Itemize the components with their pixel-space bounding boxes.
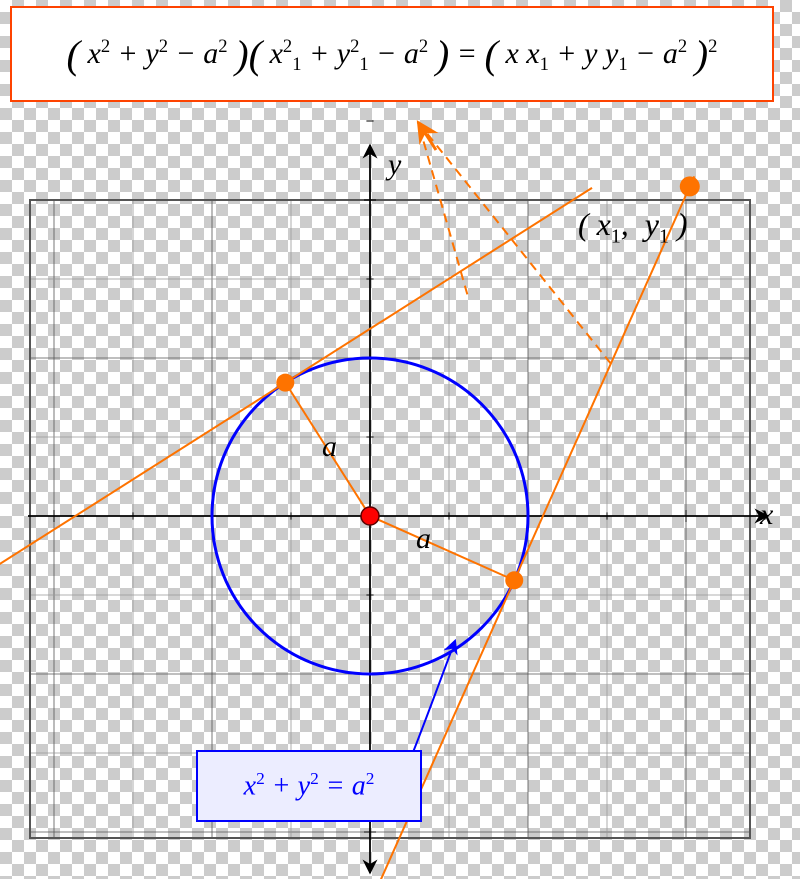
circle-equation-box: x2 + y2 = a2 bbox=[196, 750, 422, 822]
top-formula-box: ( x2 + y2 − a2 )( x21 + y21 − a2 ) = ( x… bbox=[10, 6, 774, 102]
circle-equation-text: x2 + y2 = a2 bbox=[244, 769, 375, 802]
y-axis-label: y bbox=[388, 148, 401, 182]
radius-label-lower: a bbox=[416, 522, 431, 556]
external-point-label: ( x1, y1 ) bbox=[578, 206, 688, 248]
tangent-point-2 bbox=[505, 571, 523, 589]
top-formula-text: ( x2 + y2 − a2 )( x21 + y21 − a2 ) = ( x… bbox=[67, 31, 718, 78]
origin-point bbox=[361, 507, 379, 525]
geometry-plot bbox=[0, 0, 800, 879]
external-point bbox=[680, 176, 700, 196]
tangent-point-1 bbox=[276, 374, 294, 392]
x-axis-label: x bbox=[760, 498, 773, 532]
radius-label-upper: a bbox=[322, 430, 337, 464]
